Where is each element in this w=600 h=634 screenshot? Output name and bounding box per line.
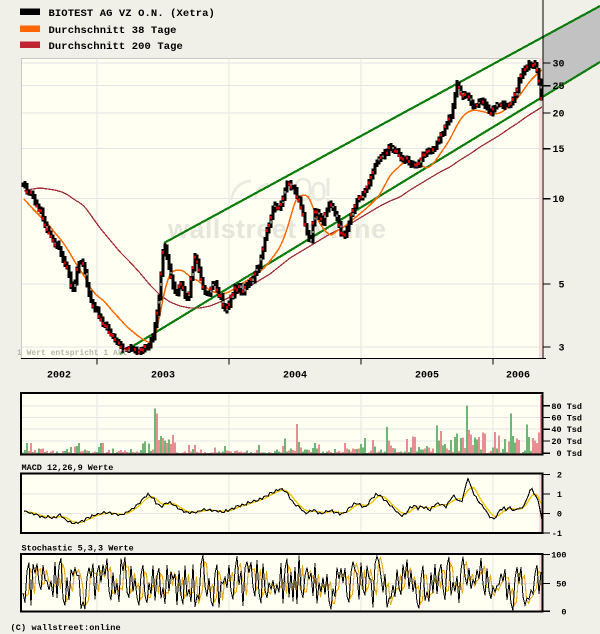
svg-text:Durchschnitt 38 Tage: Durchschnitt 38 Tage	[49, 25, 177, 37]
svg-text:1: 1	[557, 490, 562, 500]
svg-text:0: 0	[561, 607, 566, 617]
svg-text:15: 15	[552, 145, 564, 156]
svg-text:100: 100	[551, 551, 566, 561]
svg-text:-1: -1	[552, 529, 562, 539]
svg-text:25: 25	[552, 82, 564, 93]
svg-text:Durchschnitt 200 Tage: Durchschnitt 200 Tage	[49, 41, 183, 53]
svg-text:40 Tsd: 40 Tsd	[551, 425, 582, 435]
svg-text:5: 5	[558, 281, 564, 292]
svg-text:80 Tsd: 80 Tsd	[551, 402, 582, 412]
svg-text:20 Tsd: 20 Tsd	[551, 437, 582, 447]
svg-text:2002: 2002	[47, 371, 71, 382]
svg-text:MACD 12,26,9 Werte: MACD 12,26,9 Werte	[22, 463, 114, 473]
svg-text:60 Tsd: 60 Tsd	[551, 414, 582, 424]
svg-text:0: 0	[557, 510, 562, 520]
svg-text:2: 2	[557, 471, 562, 481]
svg-text:Stochastic 5,3,3 Werte: Stochastic 5,3,3 Werte	[22, 544, 134, 554]
svg-text:2003: 2003	[151, 371, 175, 382]
svg-text:(C) wallstreet:online: (C) wallstreet:online	[11, 623, 121, 633]
svg-text:1 Wert entspricht 1 Akt: 1 Wert entspricht 1 Akt	[17, 349, 128, 358]
svg-text:2005: 2005	[415, 371, 439, 382]
svg-text:30: 30	[552, 60, 564, 71]
svg-text:10: 10	[552, 195, 564, 206]
svg-text:3: 3	[558, 344, 564, 355]
svg-text:2004: 2004	[283, 371, 307, 382]
svg-text:2006: 2006	[506, 371, 530, 382]
svg-text:20: 20	[552, 110, 564, 121]
svg-text:50: 50	[556, 580, 566, 590]
svg-text:0 Tsd: 0 Tsd	[556, 449, 582, 459]
svg-text:BIOTEST AG VZ O.N. (Xetra): BIOTEST AG VZ O.N. (Xetra)	[49, 8, 215, 20]
